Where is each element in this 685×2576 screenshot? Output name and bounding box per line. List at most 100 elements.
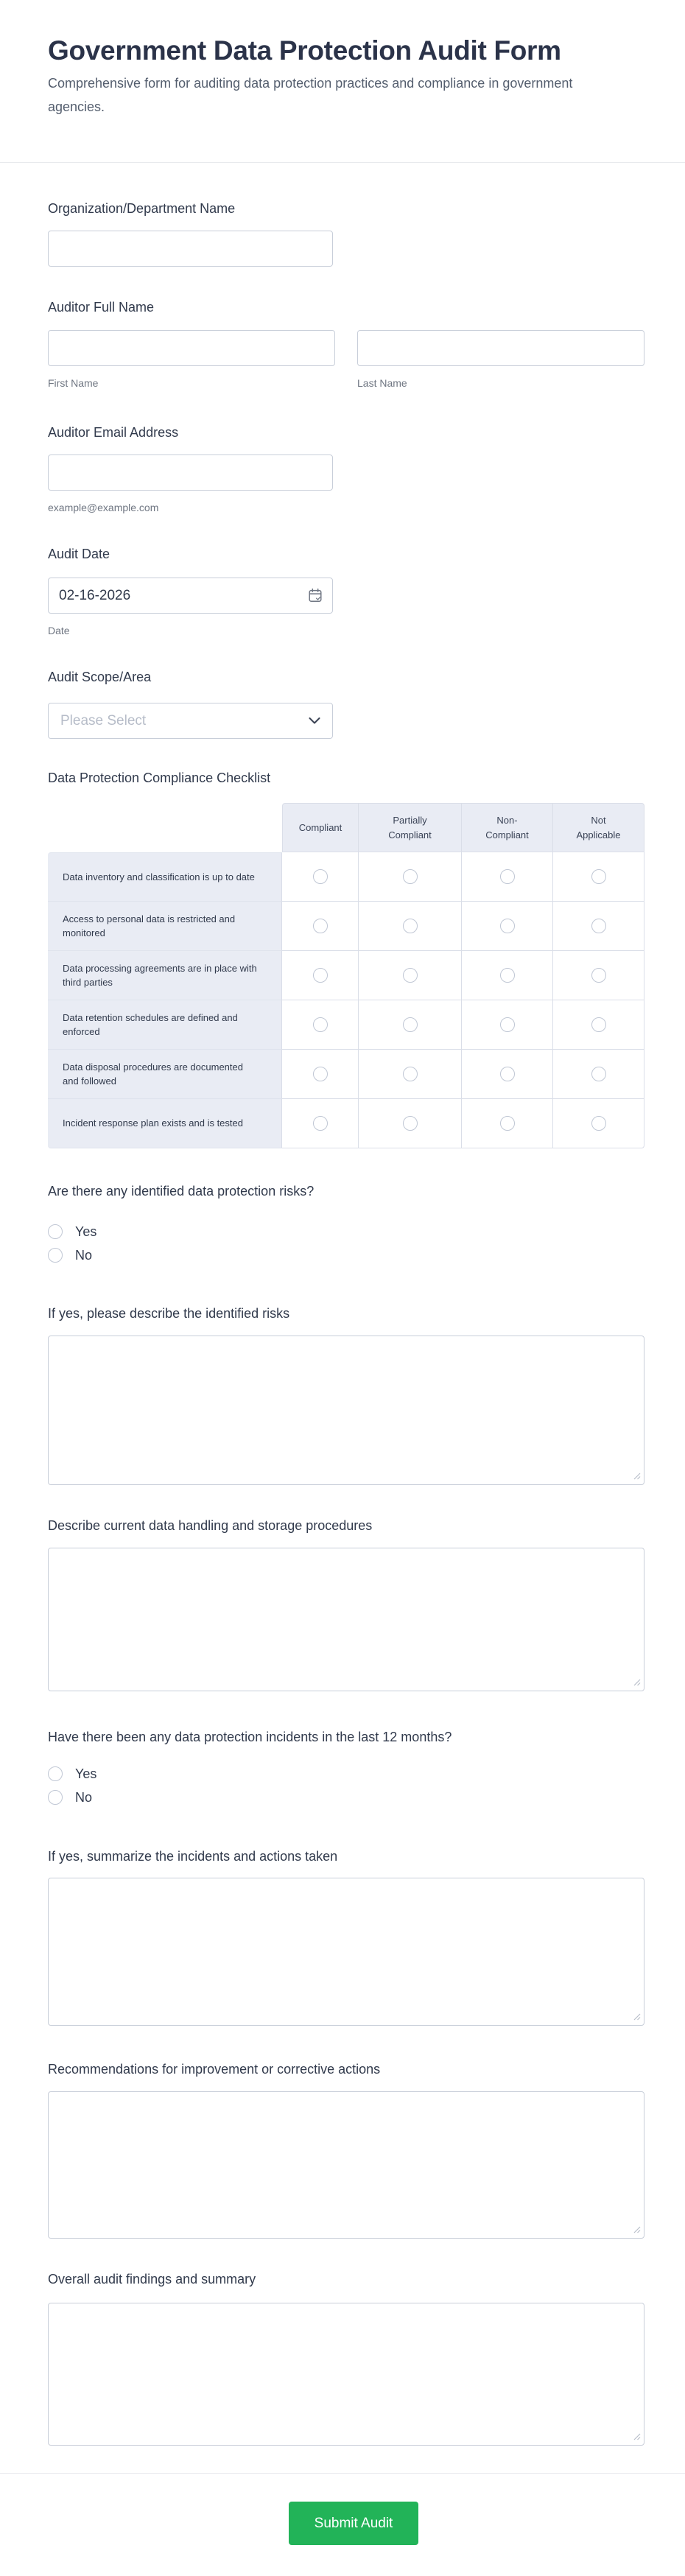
matrix-cell xyxy=(359,902,462,951)
matrix-radio[interactable] xyxy=(402,968,418,983)
form-body: Organization/Department Name Auditor Ful… xyxy=(0,200,685,2446)
incidents-option-yes: Yes xyxy=(48,1765,644,1783)
recommendations-textarea[interactable] xyxy=(48,2091,644,2239)
matrix-radio[interactable] xyxy=(591,1116,606,1131)
matrix-radio[interactable] xyxy=(402,1116,418,1131)
footer-divider xyxy=(0,2473,685,2474)
matrix-cell xyxy=(462,1099,553,1148)
overall-summary-textarea[interactable] xyxy=(48,2303,644,2446)
matrix-cell xyxy=(282,951,359,1000)
matrix-cell xyxy=(462,902,553,951)
matrix-cell xyxy=(462,1000,553,1050)
matrix-radio[interactable] xyxy=(402,869,418,884)
incidents-option-no: No xyxy=(48,1789,644,1806)
matrix-cell xyxy=(553,852,644,902)
checklist-title: Data Protection Compliance Checklist xyxy=(48,771,271,785)
matrix-row-label: Incident response plan exists and is tes… xyxy=(48,1099,282,1148)
matrix-radio[interactable] xyxy=(499,919,515,933)
matrix-radio[interactable] xyxy=(591,919,606,933)
matrix-cell xyxy=(359,951,462,1000)
matrix-radio[interactable] xyxy=(591,869,606,884)
audit-date-input[interactable] xyxy=(48,578,333,614)
matrix-cell xyxy=(462,951,553,1000)
incidents-summary-field xyxy=(48,1878,644,2026)
procedures-label: Describe current data handling and stora… xyxy=(48,1518,373,1533)
chevron-down-icon xyxy=(309,717,320,724)
matrix-radio[interactable] xyxy=(499,1017,515,1032)
matrix-cell xyxy=(462,852,553,902)
matrix-cell xyxy=(359,1050,462,1099)
audit-date-label: Audit Date xyxy=(48,547,110,561)
matrix-cell xyxy=(359,1099,462,1148)
matrix-radio[interactable] xyxy=(499,869,515,884)
overall-summary-label: Overall audit findings and summary xyxy=(48,2272,256,2287)
last-name-input[interactable] xyxy=(357,330,644,366)
page-subtitle: Comprehensive form for auditing data pro… xyxy=(48,76,573,114)
matrix-cell xyxy=(282,852,359,902)
auditor-name-sublabels: First Name Last Name xyxy=(48,376,644,390)
form-header: Government Data Protection Audit Form Co… xyxy=(0,0,685,119)
risks-option-no: No xyxy=(48,1246,644,1264)
audit-scope-select[interactable]: Please Select xyxy=(48,703,333,739)
audit-date-field xyxy=(48,578,333,614)
incidents-yes-radio[interactable] xyxy=(48,1766,63,1781)
matrix-radio[interactable] xyxy=(312,1116,328,1131)
matrix-cell xyxy=(359,1000,462,1050)
incidents-no-label: No xyxy=(75,1789,93,1805)
matrix-radio[interactable] xyxy=(312,1017,328,1032)
auditor-name-label: Auditor Full Name xyxy=(48,300,155,315)
matrix-cell xyxy=(462,1050,553,1099)
matrix-cell xyxy=(359,852,462,902)
organization-input[interactable] xyxy=(48,231,333,267)
incidents-question-label: Have there been any data protection inci… xyxy=(48,1730,452,1744)
matrix-cell xyxy=(553,1000,644,1050)
incidents-summary-textarea[interactable] xyxy=(48,1878,644,2026)
matrix-cell xyxy=(553,1099,644,1148)
matrix-radio[interactable] xyxy=(402,1017,418,1032)
matrix-radio[interactable] xyxy=(312,919,328,933)
organization-label: Organization/Department Name xyxy=(48,201,236,216)
incidents-no-radio[interactable] xyxy=(48,1790,63,1805)
email-sublabel: example@example.com xyxy=(48,502,159,513)
matrix-radio[interactable] xyxy=(591,1067,606,1081)
risks-no-radio[interactable] xyxy=(48,1248,63,1263)
last-name-sublabel: Last Name xyxy=(357,377,407,389)
email-label: Auditor Email Address xyxy=(48,425,179,440)
matrix-col-header-non-compliant: Non- Compliant xyxy=(462,803,553,852)
overall-summary-field xyxy=(48,2303,644,2446)
audit-scope-label: Audit Scope/Area xyxy=(48,670,152,684)
matrix-radio[interactable] xyxy=(591,1017,606,1032)
matrix-radio[interactable] xyxy=(402,1067,418,1081)
matrix-col-header-not-applicable: Not Applicable xyxy=(553,803,644,852)
risks-option-yes: Yes xyxy=(48,1223,644,1240)
risks-description-textarea[interactable] xyxy=(48,1336,644,1485)
matrix-radio[interactable] xyxy=(591,968,606,983)
audit-scope-placeholder: Please Select xyxy=(60,712,147,729)
audit-date-sublabel: Date xyxy=(48,625,70,636)
incidents-yes-label: Yes xyxy=(75,1766,97,1781)
matrix-col-header-compliant: Compliant xyxy=(282,803,359,852)
procedures-textarea[interactable] xyxy=(48,1548,644,1691)
matrix-row-label: Data inventory and classification is up … xyxy=(48,852,282,902)
procedures-field xyxy=(48,1548,644,1691)
matrix-radio[interactable] xyxy=(499,1067,515,1081)
matrix-radio[interactable] xyxy=(312,1067,328,1081)
matrix-radio[interactable] xyxy=(499,1116,515,1131)
recommendations-field xyxy=(48,2091,644,2239)
first-name-input[interactable] xyxy=(48,330,335,366)
risks-yes-radio[interactable] xyxy=(48,1224,63,1239)
matrix-radio[interactable] xyxy=(402,919,418,933)
auditor-name-row xyxy=(48,330,644,366)
email-input[interactable] xyxy=(48,455,333,491)
page-title: Government Data Protection Audit Form xyxy=(48,35,561,66)
matrix-radio[interactable] xyxy=(312,968,328,983)
header-divider xyxy=(0,162,685,163)
submit-button[interactable]: Submit Audit xyxy=(289,2502,418,2545)
matrix-cell xyxy=(553,902,644,951)
form-footer: Submit Audit xyxy=(0,2502,685,2545)
risks-description-field xyxy=(48,1336,644,1485)
matrix-radio[interactable] xyxy=(312,869,328,884)
matrix-radio[interactable] xyxy=(499,968,515,983)
matrix-cell xyxy=(553,1050,644,1099)
